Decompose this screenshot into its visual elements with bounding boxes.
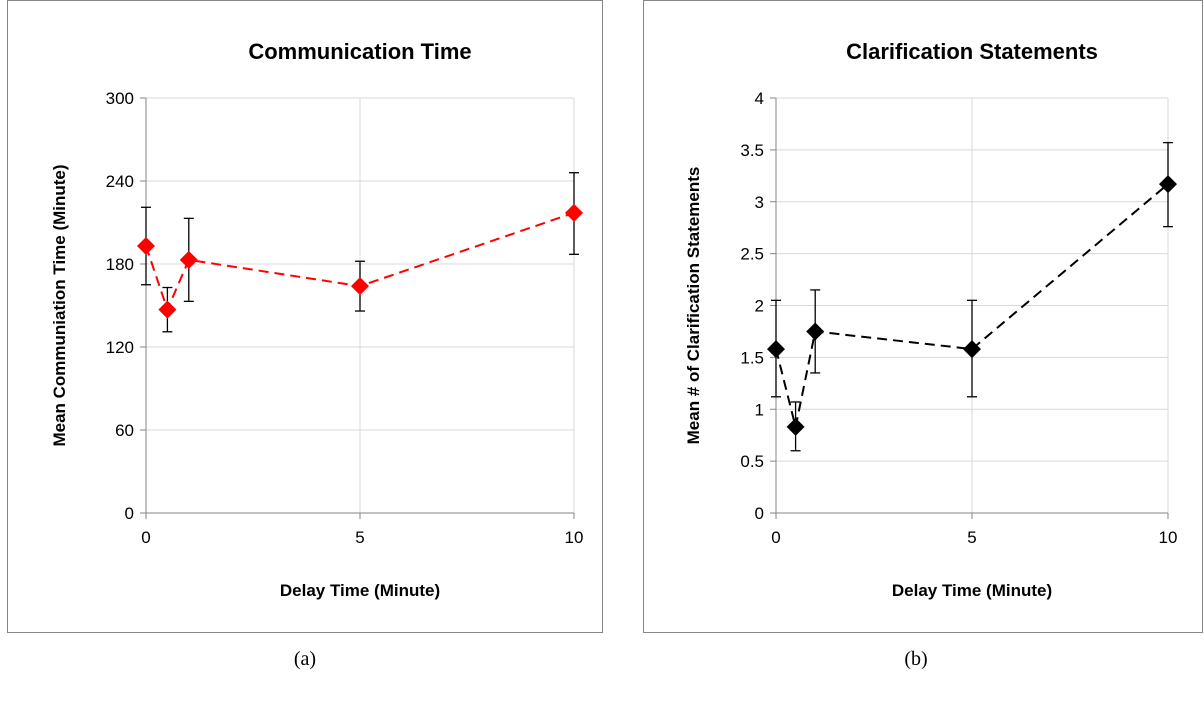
y-tick-label: 240 — [106, 172, 134, 191]
data-point-marker — [963, 340, 981, 359]
y-tick-label: 1.5 — [740, 348, 764, 367]
data-point-marker — [767, 340, 785, 359]
y-tick-label: 60 — [115, 421, 134, 440]
x-tick-label: 5 — [967, 528, 976, 547]
data-point-marker — [137, 237, 155, 256]
x-tick-label: 0 — [771, 528, 780, 547]
chart-title: Clarification Statements — [846, 39, 1098, 64]
x-tick-label: 5 — [355, 528, 364, 547]
chart-communication-time: 0 60 120 180 240 300 0 5 10 Communication Time Del… — [50, 39, 584, 600]
x-axis-label: Delay Time (Minute) — [280, 581, 440, 600]
chart-title: Communication Time — [248, 39, 471, 64]
y-tick-label: 0 — [755, 504, 764, 523]
y-tick-label: 2 — [755, 297, 764, 316]
data-point-marker — [806, 322, 825, 341]
y-tick-label: 0.5 — [740, 452, 764, 471]
data-point-marker — [1159, 175, 1177, 194]
y-tick-label: 0 — [125, 504, 134, 523]
data-point-marker — [786, 417, 805, 436]
data-point-marker — [351, 277, 369, 296]
data-point-marker — [565, 203, 583, 222]
y-tick-label: 3.5 — [740, 141, 764, 160]
y-axis-label: Mean # of Clarification Statements — [684, 167, 703, 445]
x-axis-label: Delay Time (Minute) — [892, 581, 1052, 600]
y-tick-label: 2.5 — [740, 245, 764, 264]
caption-b: (b) — [904, 648, 928, 670]
chart-panel-communication-time: 0 60 120 180 240 300 0 5 10 Communication Time Del… — [7, 0, 603, 633]
chart-clarification-statements: 0 0.5 1 1.5 2 2.5 3 3.5 4 0 5 10 Clarification State… — [684, 39, 1178, 600]
y-tick-label: 300 — [106, 89, 134, 108]
y-tick-label: 1 — [755, 400, 764, 419]
data-point-marker — [179, 250, 198, 269]
y-tick-label: 120 — [106, 338, 134, 357]
x-tick-label: 0 — [141, 528, 150, 547]
y-axis-label: Mean Communiation Time (Minute) — [50, 164, 69, 446]
y-tick-label: 180 — [106, 255, 134, 274]
x-tick-label: 10 — [1159, 528, 1178, 547]
chart-panel-clarification-statements: 0 0.5 1 1.5 2 2.5 3 3.5 4 0 5 10 Clarification State… — [643, 0, 1203, 633]
data-point-marker — [158, 300, 177, 319]
y-tick-label: 4 — [755, 89, 764, 108]
x-tick-label: 10 — [565, 528, 584, 547]
caption-a: (a) — [293, 648, 317, 670]
y-tick-label: 3 — [755, 193, 764, 212]
